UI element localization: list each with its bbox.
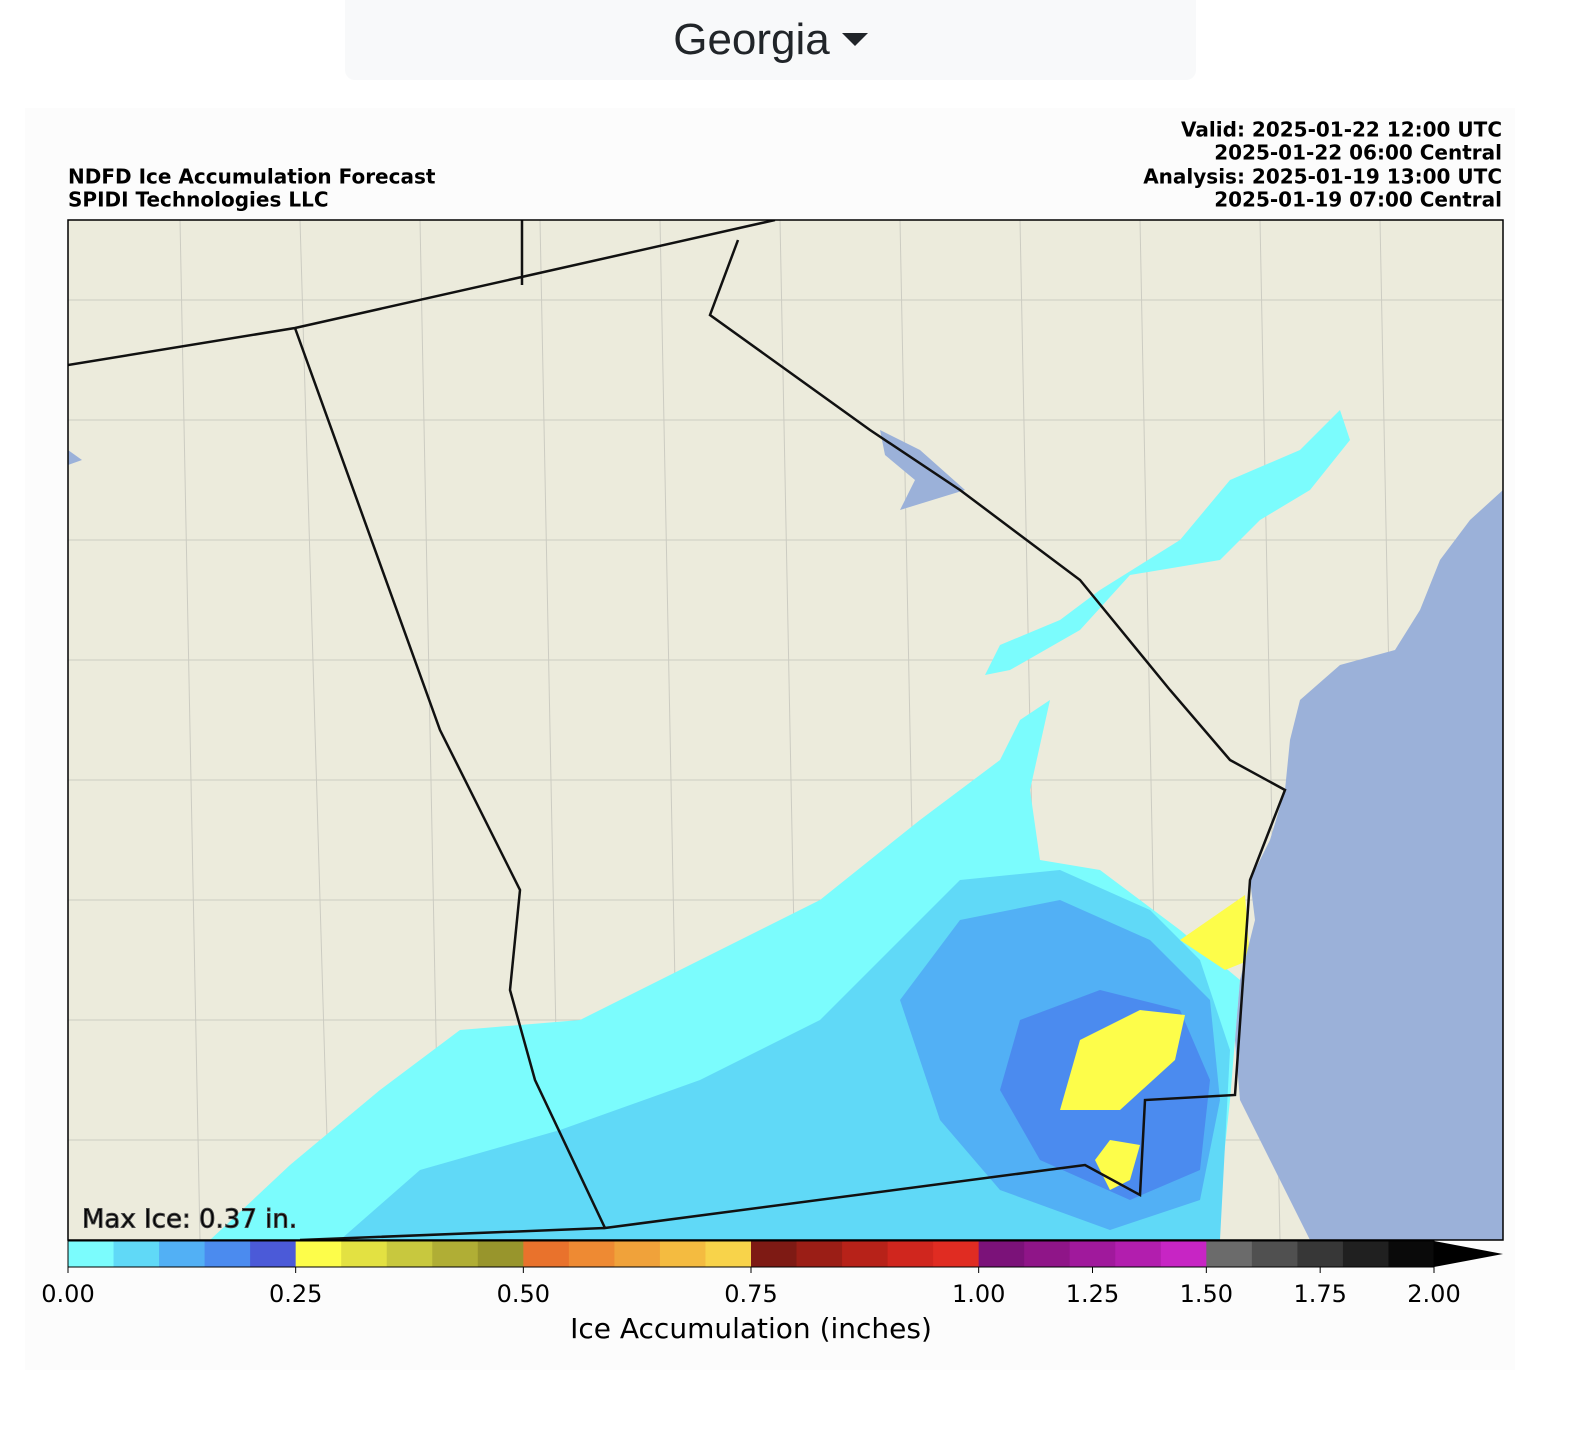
region-dropdown[interactable]: Georgia (345, 0, 1196, 80)
colorbar-segment (68, 1241, 115, 1267)
map-frame (67, 219, 1504, 1241)
colorbar-segment (1251, 1241, 1298, 1267)
dropdown-label[interactable]: Georgia (673, 15, 830, 64)
ice-area (985, 410, 1350, 675)
colorbar-segment (341, 1241, 388, 1267)
colorbar-tick-label: 0.00 (41, 1280, 94, 1308)
colorbar-segment (1206, 1241, 1253, 1267)
colorbar-extension (1434, 1241, 1503, 1267)
colorbar-segment (887, 1241, 934, 1267)
dropdown-caret[interactable] (841, 33, 868, 47)
colorbar-tick-label: 2.00 (1407, 1280, 1460, 1308)
colorbar-tick-label: 0.50 (497, 1280, 550, 1308)
colorbar-segment (1069, 1241, 1116, 1267)
colorbar-segment (659, 1241, 706, 1267)
colorbar-segment (1342, 1241, 1389, 1267)
colorbar-segment (159, 1241, 206, 1267)
colorbar-segment (477, 1241, 524, 1267)
colorbar-segment (113, 1241, 160, 1267)
colorbar-segment (523, 1241, 570, 1267)
ice-area (1060, 1010, 1185, 1110)
colorbar-segment (1297, 1241, 1344, 1267)
colorbar-tick-label: 1.00 (952, 1280, 1005, 1308)
colorbar-segment (250, 1241, 297, 1267)
map: Max Ice: 0.37 in. (67, 219, 1504, 1241)
max-ice-annotation: Max Ice: 0.37 in. (82, 1205, 297, 1235)
colorbar-segment (978, 1241, 1025, 1267)
colorbar-tick-label: 1.50 (1180, 1280, 1233, 1308)
colorbar-segment (1160, 1241, 1207, 1267)
colorbar-segment (204, 1241, 251, 1267)
colorbar-segment (386, 1241, 433, 1267)
colorbar-segment (933, 1241, 980, 1267)
colorbar-segment (432, 1241, 479, 1267)
valid-line: 2025-01-22 06:00 Central (1214, 141, 1502, 165)
ocean (1235, 490, 1503, 1240)
state-borders (68, 220, 1287, 1240)
ice-area (1180, 895, 1250, 970)
colorbar-segment (1388, 1241, 1435, 1267)
colorbar-tick-label: 1.75 (1293, 1280, 1346, 1308)
colorbar-segment (1024, 1241, 1071, 1267)
colorbar-tick-label: 0.25 (269, 1280, 322, 1308)
valid-line: 2025-01-19 07:00 Central (1214, 188, 1502, 212)
colorbar-segment (705, 1241, 752, 1267)
lake (68, 450, 82, 465)
valid-line: Analysis: 2025-01-19 13:00 UTC (1143, 165, 1502, 189)
colorbar-segment (614, 1241, 661, 1267)
title-line: SPIDI Technologies LLC (68, 188, 329, 212)
colorbar-tick-label: 1.25 (1066, 1280, 1119, 1308)
colorbar-segment (842, 1241, 889, 1267)
valid-line: Valid: 2025-01-22 12:00 UTC (1181, 118, 1502, 142)
title-line: NDFD Ice Accumulation Forecast (68, 165, 436, 189)
colorbar-label: Ice Accumulation (inches) (570, 1312, 932, 1345)
colorbar-segment (1115, 1241, 1162, 1267)
colorbar-segment (295, 1241, 342, 1267)
colorbar-segment (751, 1241, 798, 1267)
colorbar-tick-label: 0.75 (724, 1280, 777, 1308)
colorbar-segment (568, 1241, 615, 1267)
colorbar-segment (796, 1241, 843, 1267)
